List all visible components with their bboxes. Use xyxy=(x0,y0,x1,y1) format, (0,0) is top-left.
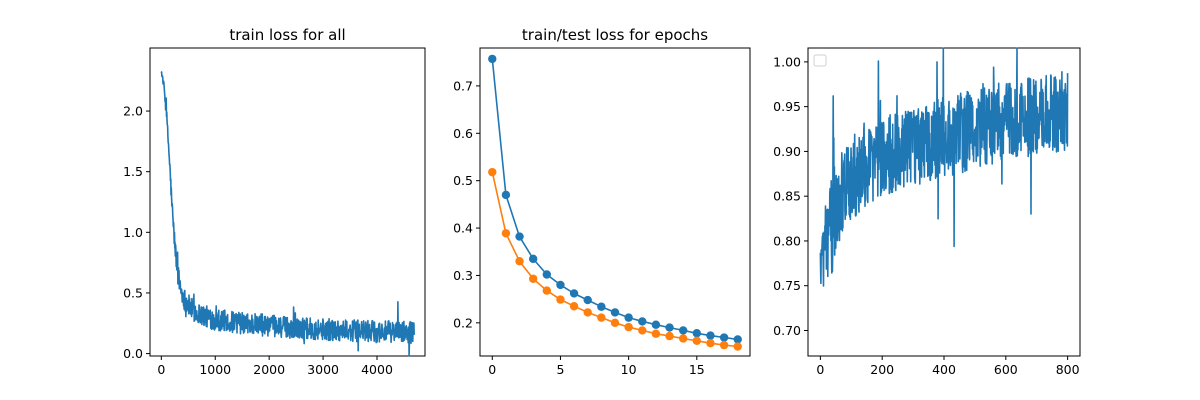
y-tick-label: 1.5 xyxy=(123,164,143,179)
y-tick-label: 0.4 xyxy=(453,221,473,236)
data-point xyxy=(678,326,688,335)
x-tick-label: 3000 xyxy=(307,362,339,377)
y-tick-label: 0.6 xyxy=(453,126,473,141)
y-tick-label: 1.00 xyxy=(773,54,801,69)
data-point xyxy=(597,302,606,311)
data-point xyxy=(719,333,729,342)
data-point xyxy=(692,329,702,338)
data-point xyxy=(515,257,524,266)
x-tick-label: 5 xyxy=(556,362,564,377)
data-point xyxy=(651,329,661,338)
plot-marks xyxy=(819,47,1069,287)
subplot-train-test-loss-epochs: train/test loss for epochs 0 5 10 150.20.30… xyxy=(453,26,751,377)
y-tick-label: 0.7 xyxy=(453,78,473,93)
chart-title: train loss for all xyxy=(229,26,345,44)
axes-frame xyxy=(149,47,426,357)
data-point xyxy=(692,336,702,346)
y-tick-label: 0.0 xyxy=(123,346,143,361)
data-point xyxy=(556,280,565,290)
plot-marks xyxy=(488,54,742,351)
data-point xyxy=(542,270,552,279)
data-point xyxy=(638,326,647,335)
subplot-train-loss-all: train loss for all 0 1000 2000 3000 40000.00… xyxy=(123,26,426,377)
y-tick-label: 0.5 xyxy=(453,173,473,188)
y-tick-label: 0.95 xyxy=(773,99,801,114)
y-tick-label: 0.70 xyxy=(773,323,801,338)
axis-ticks: 0 5 10 15 0.2 0.3 0.4 0.5 0.6 0.7 xyxy=(453,78,705,377)
axes-frame xyxy=(479,47,751,357)
data-point xyxy=(678,334,688,343)
data-point xyxy=(638,317,647,326)
data-point xyxy=(583,308,592,317)
data-point xyxy=(597,313,606,322)
empty-legend-box xyxy=(813,54,827,67)
x-tick-label: 2000 xyxy=(253,362,285,377)
data-point xyxy=(624,313,633,322)
x-tick-label: 800 xyxy=(1056,362,1080,377)
data-point xyxy=(569,289,579,298)
axis-ticks: 0 200 400 600 800 0.70 0.75 0.80 0.85 0.90 0.95 1.0… xyxy=(773,54,1079,377)
x-tick-label: 600 xyxy=(994,362,1018,377)
data-point xyxy=(501,229,511,238)
x-tick-label: 0 xyxy=(816,362,824,377)
series-line xyxy=(160,71,415,357)
y-tick-label: 0.80 xyxy=(773,233,801,248)
data-point xyxy=(528,254,538,264)
y-tick-label: 0.90 xyxy=(773,144,801,159)
y-tick-label: 1.0 xyxy=(123,225,143,240)
data-point xyxy=(488,54,497,64)
y-tick-label: 0.3 xyxy=(453,268,473,283)
data-point xyxy=(501,190,511,200)
subplot-accuracy: 0 200 400 600 800 0.70 0.75 0.80 0.85 0.90 0.95 1.0… xyxy=(773,47,1081,377)
data-point xyxy=(515,232,524,241)
data-point xyxy=(556,295,565,304)
axis-ticks: 0 1000 2000 3000 4000 0.0 0.5 1.0 1.5 2.0 xyxy=(123,104,393,377)
data-point xyxy=(488,167,497,177)
data-point xyxy=(719,340,729,350)
x-tick-label: 10 xyxy=(621,362,637,377)
y-tick-label: 0.75 xyxy=(773,278,801,293)
data-point xyxy=(610,308,620,317)
x-tick-label: 400 xyxy=(932,362,956,377)
x-tick-label: 4000 xyxy=(361,362,393,377)
series-line xyxy=(819,47,1069,287)
data-point xyxy=(610,318,620,328)
data-point xyxy=(624,322,633,332)
y-tick-label: 0.5 xyxy=(123,285,143,300)
data-point xyxy=(665,331,674,341)
x-tick-label: 1000 xyxy=(199,362,231,377)
data-point xyxy=(542,286,552,295)
x-tick-label: 0 xyxy=(157,362,165,377)
data-point xyxy=(733,335,742,344)
x-tick-label: 200 xyxy=(870,362,894,377)
data-point xyxy=(528,274,538,283)
x-tick-label: 0 xyxy=(488,362,496,377)
y-tick-label: 0.2 xyxy=(453,315,473,330)
y-tick-label: 2.0 xyxy=(123,104,143,119)
data-point xyxy=(706,331,715,340)
data-point xyxy=(733,342,742,351)
data-point xyxy=(706,339,715,348)
y-tick-label: 0.85 xyxy=(773,189,801,204)
data-point xyxy=(651,320,661,329)
plot-marks xyxy=(160,71,415,357)
data-point xyxy=(665,323,674,332)
x-tick-label: 15 xyxy=(689,362,705,377)
chart-title: train/test loss for epochs xyxy=(522,26,708,44)
data-point xyxy=(569,302,579,311)
data-point xyxy=(583,295,592,305)
